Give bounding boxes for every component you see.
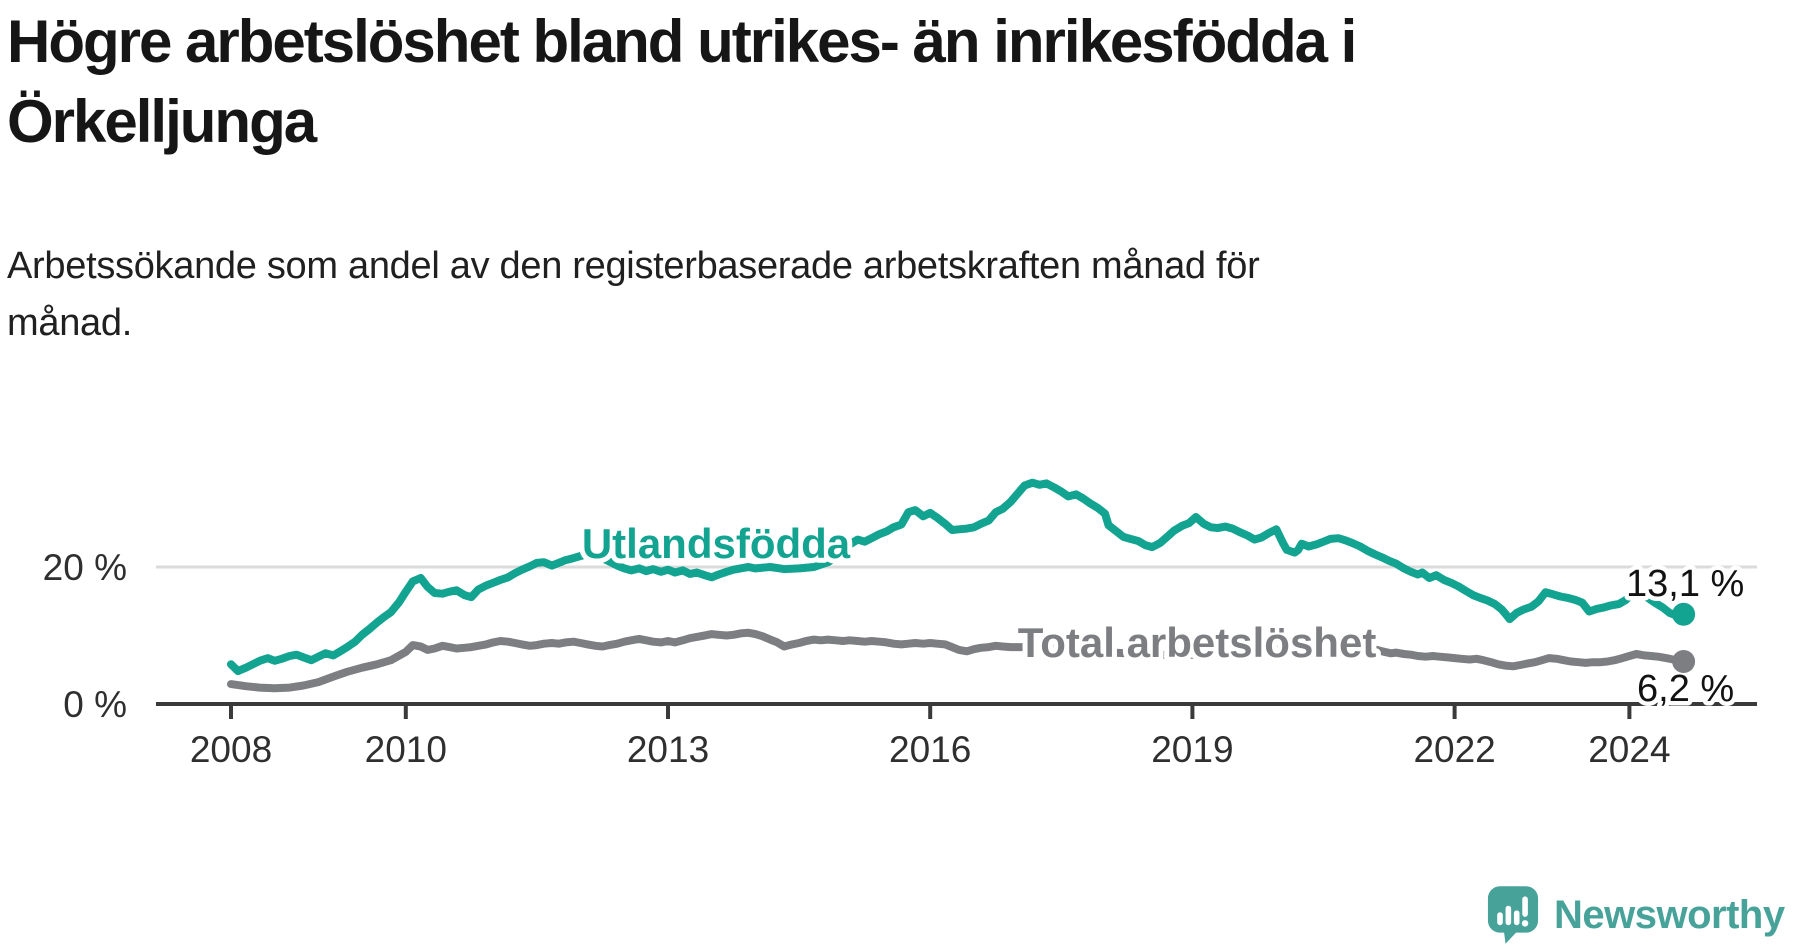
chart-subtitle-line1: Arbetssökande som andel av den registerb… xyxy=(7,245,1260,287)
end-value-label-total: 6,2 % xyxy=(1637,668,1734,710)
x-axis-label-2019: 2019 xyxy=(1151,729,1233,770)
page-title: Högre arbetslöshet bland utrikes- än inr… xyxy=(7,2,1587,162)
end-point-dot-utlandsfodda xyxy=(1672,602,1696,626)
x-axis-label-2022: 2022 xyxy=(1413,729,1495,770)
series-label-utlandsfodda: Utlandsfödda xyxy=(582,520,851,567)
y-axis-label-20: 20 % xyxy=(43,547,127,588)
end-point-dot-total xyxy=(1672,650,1696,673)
newsworthy-logo: Newsworthy xyxy=(1487,884,1785,946)
x-axis-ticks xyxy=(229,704,1632,719)
x-axis-year-labels: 2008 2010 2013 2016 2019 2022 2024 xyxy=(190,729,1671,770)
x-axis-label-2016: 2016 xyxy=(889,729,971,770)
end-value-label-utlandsfodda: 13,1 % xyxy=(1626,563,1744,605)
y-axis-label-0: 0 % xyxy=(63,684,127,725)
series-label-total-arbetsloshet: Total arbetslöshet xyxy=(1018,619,1377,666)
series-line-utlandsfodda xyxy=(227,478,1688,676)
x-axis-label-2024: 2024 xyxy=(1588,729,1670,770)
chart-subtitle-line2: månad. xyxy=(7,302,132,344)
page-title-line2: Örkelljunga xyxy=(7,88,317,155)
x-axis-label-2008: 2008 xyxy=(190,729,272,770)
chart-subtitle: Arbetssökande som andel av den registerb… xyxy=(7,238,1507,352)
x-axis-label-2010: 2010 xyxy=(365,729,447,770)
series-line-total-arbetsloshet xyxy=(227,628,1688,693)
newsworthy-wordmark: Newsworthy xyxy=(1554,893,1785,937)
newsworthy-logo-icon xyxy=(1487,886,1539,944)
x-axis-label-2013: 2013 xyxy=(627,729,709,770)
page-title-line1: Högre arbetslöshet bland utrikes- än inr… xyxy=(7,8,1357,75)
